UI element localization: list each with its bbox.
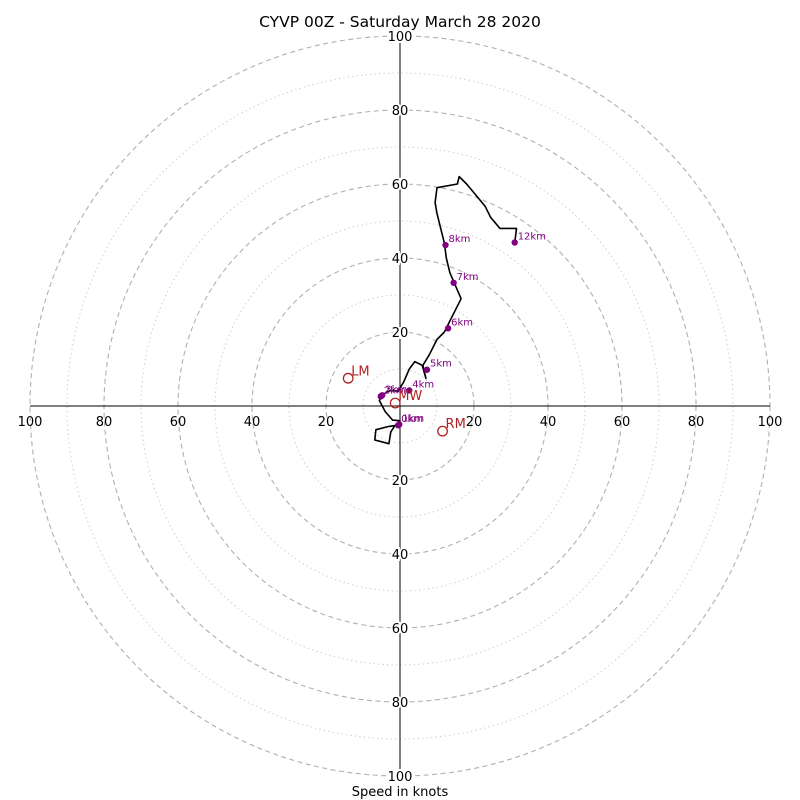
- height-marker: 5km: [423, 359, 452, 373]
- height-marker-dot: [444, 325, 452, 332]
- x-tick-label: 60: [614, 415, 631, 430]
- height-marker-label: 5km: [430, 359, 452, 370]
- storm-motion-circle: [342, 372, 354, 384]
- x-tick-label: 20: [318, 415, 335, 430]
- y-tick-label: 80: [392, 104, 409, 119]
- x-tick-label: 40: [244, 415, 261, 430]
- storm-motion-lm: LM: [342, 364, 370, 384]
- height-marker-dot: [396, 421, 403, 428]
- x-axis-label: Speed in knots: [352, 785, 449, 800]
- storm-motion-circle: [389, 397, 401, 409]
- x-tick-label: 100: [758, 415, 783, 430]
- height-marker-dot: [406, 387, 413, 394]
- x-tick-label: 80: [96, 415, 113, 430]
- height-marker-dot: [379, 392, 386, 399]
- height-marker-label: 2km: [384, 385, 406, 396]
- chart-title: CYVP 00Z - Saturday March 28 2020: [259, 13, 541, 31]
- height-marker: 1km: [396, 414, 424, 428]
- x-tick-label: 20: [466, 415, 483, 430]
- height-marker-dot: [442, 241, 449, 249]
- height-marker: 7km: [450, 272, 479, 286]
- height-marker: 12km: [511, 231, 546, 246]
- tick-labels: 100 80 60 40 20 20 40 60 80 100 20 40 60 80 100 20 40 60 8…: [18, 28, 783, 787]
- y-tick-label: 80: [392, 696, 409, 711]
- x-tick-label: 40: [540, 415, 557, 430]
- storm-motion-markers: LM RM MW: [342, 364, 466, 437]
- height-marker: 6km: [444, 317, 473, 332]
- height-marker-label: 1km: [402, 414, 424, 425]
- height-marker-label: 6km: [451, 317, 473, 328]
- storm-motion-label: MW: [398, 389, 422, 404]
- x-tick-label: 60: [170, 415, 187, 430]
- y-tick-label: 60: [392, 622, 409, 637]
- hodograph-line: [373, 175, 518, 445]
- height-marker: 8km: [442, 234, 471, 249]
- y-tick-label: 20: [392, 326, 409, 341]
- height-marker-dot: [511, 239, 518, 246]
- y-tick-label: 20: [392, 474, 409, 489]
- height-marker-label: 8km: [449, 234, 471, 245]
- storm-motion-mw: MW: [389, 389, 422, 409]
- y-tick-label: 40: [392, 548, 409, 563]
- height-marker: 3km: [379, 384, 407, 399]
- y-tick-label: 60: [392, 178, 409, 193]
- y-tick-label: 100: [388, 770, 413, 785]
- height-marker-label: 4km: [412, 379, 434, 390]
- axes: [30, 36, 770, 776]
- height-marker-label: 7km: [457, 272, 479, 283]
- storm-motion-label: LM: [351, 364, 369, 379]
- x-tick-label: 100: [18, 415, 43, 430]
- height-marker-dot: [450, 279, 457, 286]
- storm-motion-rm: RM: [437, 417, 466, 437]
- height-marker-dot: [423, 366, 431, 373]
- height-marker-label: 3km: [385, 384, 407, 395]
- storm-motion-circle: [437, 425, 449, 437]
- storm-motion-label: RM: [446, 417, 466, 432]
- x-tick-label: 80: [688, 415, 705, 430]
- height-marker-label: 12km: [518, 231, 546, 242]
- height-marker: 4km: [406, 379, 434, 394]
- hodograph-trace: [373, 175, 518, 445]
- height-marker-label: 0km: [401, 414, 423, 425]
- y-tick-label: 100: [388, 30, 413, 45]
- y-tick-label: 40: [392, 252, 409, 267]
